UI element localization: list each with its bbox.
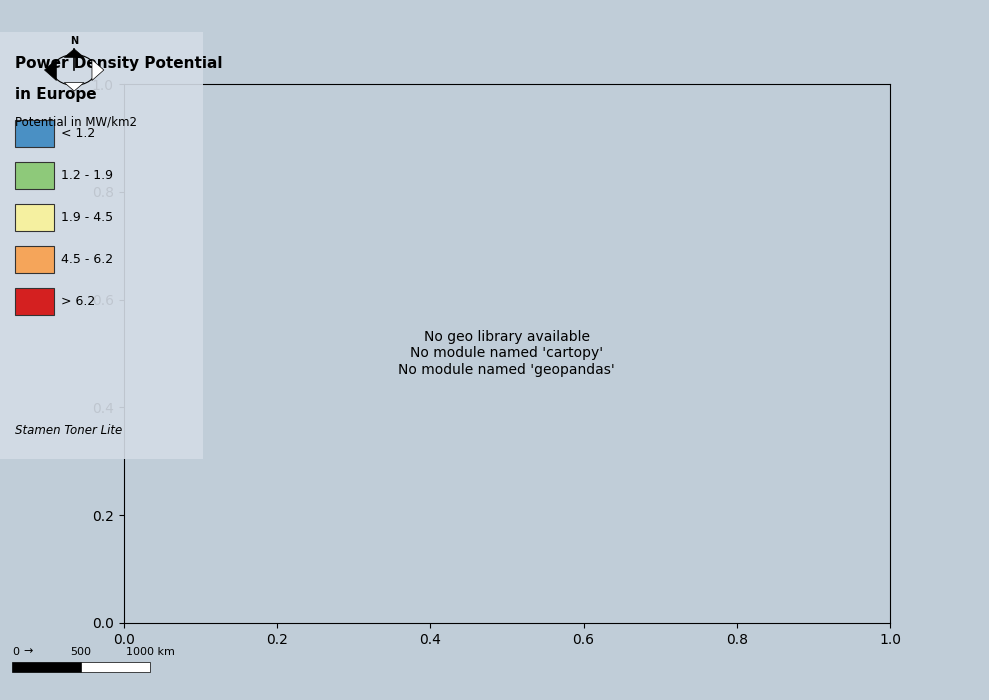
- Text: 4.5 - 6.2: 4.5 - 6.2: [61, 253, 114, 266]
- Text: 1.2 - 1.9: 1.2 - 1.9: [61, 169, 114, 182]
- Text: in Europe: in Europe: [15, 88, 97, 102]
- Text: Power Density Potential: Power Density Potential: [15, 56, 223, 71]
- Text: Stamen Toner Lite: Stamen Toner Lite: [15, 424, 122, 438]
- Text: 1000 km: 1000 km: [126, 647, 175, 657]
- Text: > 6.2: > 6.2: [61, 295, 96, 308]
- Text: 1.9 - 4.5: 1.9 - 4.5: [61, 211, 114, 224]
- Text: N: N: [70, 36, 78, 46]
- Text: 0: 0: [12, 647, 19, 657]
- Text: Potential in MW/km2: Potential in MW/km2: [15, 116, 136, 129]
- Text: < 1.2: < 1.2: [61, 127, 96, 140]
- Text: No geo library available
No module named 'cartopy'
No module named 'geopandas': No geo library available No module named…: [399, 330, 615, 377]
- Text: →: →: [24, 647, 33, 657]
- Text: 500: 500: [70, 647, 92, 657]
